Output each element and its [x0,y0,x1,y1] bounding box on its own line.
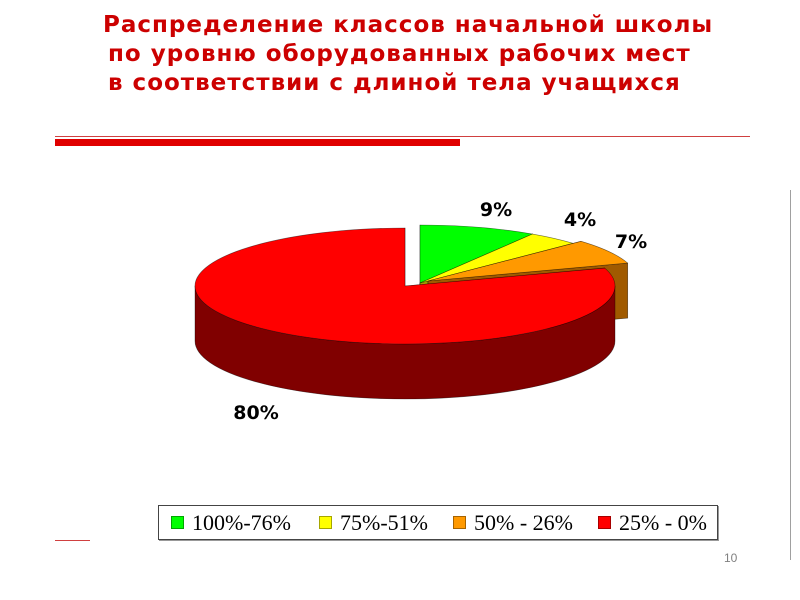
title-underline-bar [55,139,460,146]
pie-label-75-51: 4% [564,209,596,231]
legend-label: 75%-51% [340,510,428,535]
legend-item-25-0: 25% - 0% [598,506,707,539]
pie-slice-25-0 [194,227,616,345]
legend-swatch-red [598,516,611,529]
legend-swatch-orange [453,516,466,529]
pie-label-25-0: 80% [233,402,278,424]
right-divider-line [790,190,791,560]
legend-label: 25% - 0% [619,510,707,535]
footer-accent-line [55,540,90,541]
pie-chart: 9% 4% 7% 80% [194,199,647,424]
title-line-3: в соответствии с длиной тела учащихся [108,70,681,96]
legend-item-100-76: 100%-76% [171,506,291,539]
chart-legend: 100%-76% 75%-51% 50% - 26% 25% - 0% [158,505,718,540]
legend-swatch-yellow [319,516,332,529]
pie-slice-50-26 [427,241,629,282]
pie-slice-100-76 [419,224,533,284]
title-line-2: по уровню оборудованных рабочих мест [108,41,691,67]
page-number: 10 [724,551,738,565]
legend-swatch-green [171,516,184,529]
legend-item-75-51: 75%-51% [319,506,428,539]
pie-label-50-26: 7% [615,231,647,253]
legend-label: 100%-76% [192,510,291,535]
title-line-1: Распределение классов начальной школы [103,12,714,38]
legend-label: 50% - 26% [474,510,573,535]
pie-label-100-76: 9% [480,199,512,221]
legend-item-50-26: 50% - 26% [453,506,573,539]
pie-top-faces [194,224,629,345]
title-underline-thin [55,136,750,137]
